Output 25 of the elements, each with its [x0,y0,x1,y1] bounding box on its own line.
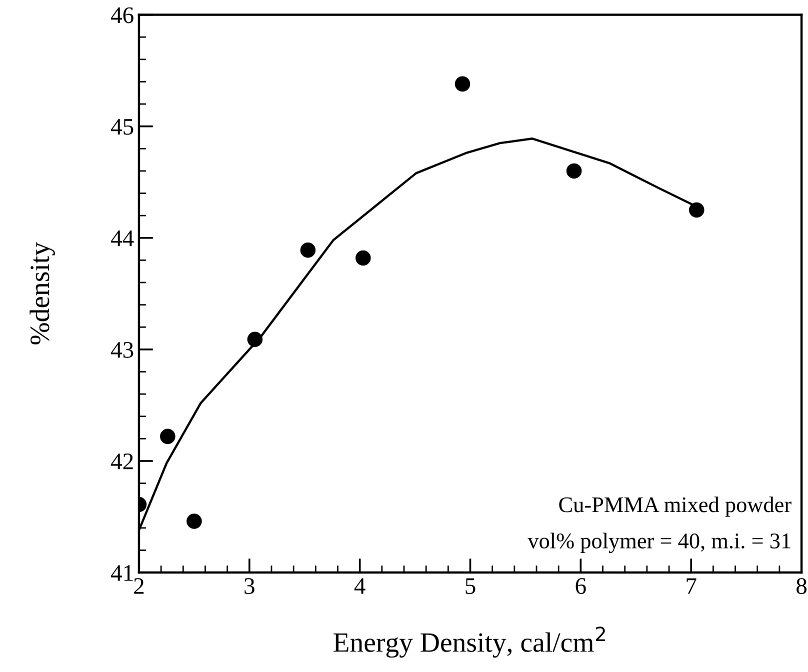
y-tick-label: 42 [110,454,133,470]
x-tick-label: 6 [576,578,586,594]
x-tick-label: 8 [796,578,807,594]
annotation: Cu-PMMA mixed powder [559,496,792,517]
x-tick-label: 5 [466,578,476,594]
x-tick-label: 7 [686,578,696,594]
point [186,514,202,529]
x-tick-label: 4 [354,578,366,594]
point [688,202,704,218]
y-tick-label: 45 [110,118,134,135]
y-axis-title: %density [30,242,55,344]
y-tick-label: 43 [110,342,134,358]
y-tick-label: 46 [110,7,134,24]
point [454,76,470,92]
annotation: vol% polymer = 40, m.i. = 31 [528,532,790,554]
y-tick-label: 41 [110,565,133,581]
point [566,163,582,179]
y-tick-label: 44 [110,230,134,246]
x-tick-label: 3 [244,578,254,594]
point [300,242,316,258]
x-tick-label: 2 [134,578,144,594]
x-axis-title: Energy Density, cal/cm$^{2}$ [334,626,605,658]
point [247,332,263,348]
point [160,428,176,444]
point [356,250,371,266]
